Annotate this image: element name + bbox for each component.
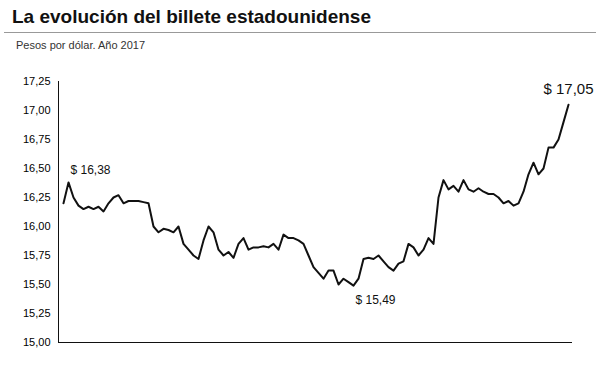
svg-text:$ 15,49: $ 15,49 — [356, 293, 396, 307]
svg-text:$ 16,38: $ 16,38 — [71, 163, 111, 177]
svg-text:16,25: 16,25 — [23, 191, 51, 203]
html-text:La evolución del billete estad: La evolución del billete estadounidense — [12, 6, 371, 27]
svg-text:17,25: 17,25 — [23, 75, 51, 87]
svg-text:15,75: 15,75 — [23, 249, 51, 261]
svg-text:16,75: 16,75 — [23, 133, 51, 145]
html-text:Pesos por dólar. Año 2017: Pesos por dólar. Año 2017 — [16, 39, 145, 51]
svg-text:17,00: 17,00 — [23, 104, 51, 116]
svg-text:16,50: 16,50 — [23, 162, 51, 174]
svg-text:16,00: 16,00 — [23, 220, 51, 232]
svg-text:$ 17,05: $ 17,05 — [543, 80, 593, 97]
svg-text:15,50: 15,50 — [23, 278, 51, 290]
svg-text:15,00: 15,00 — [23, 336, 51, 348]
svg-text:15,25: 15,25 — [23, 307, 51, 319]
